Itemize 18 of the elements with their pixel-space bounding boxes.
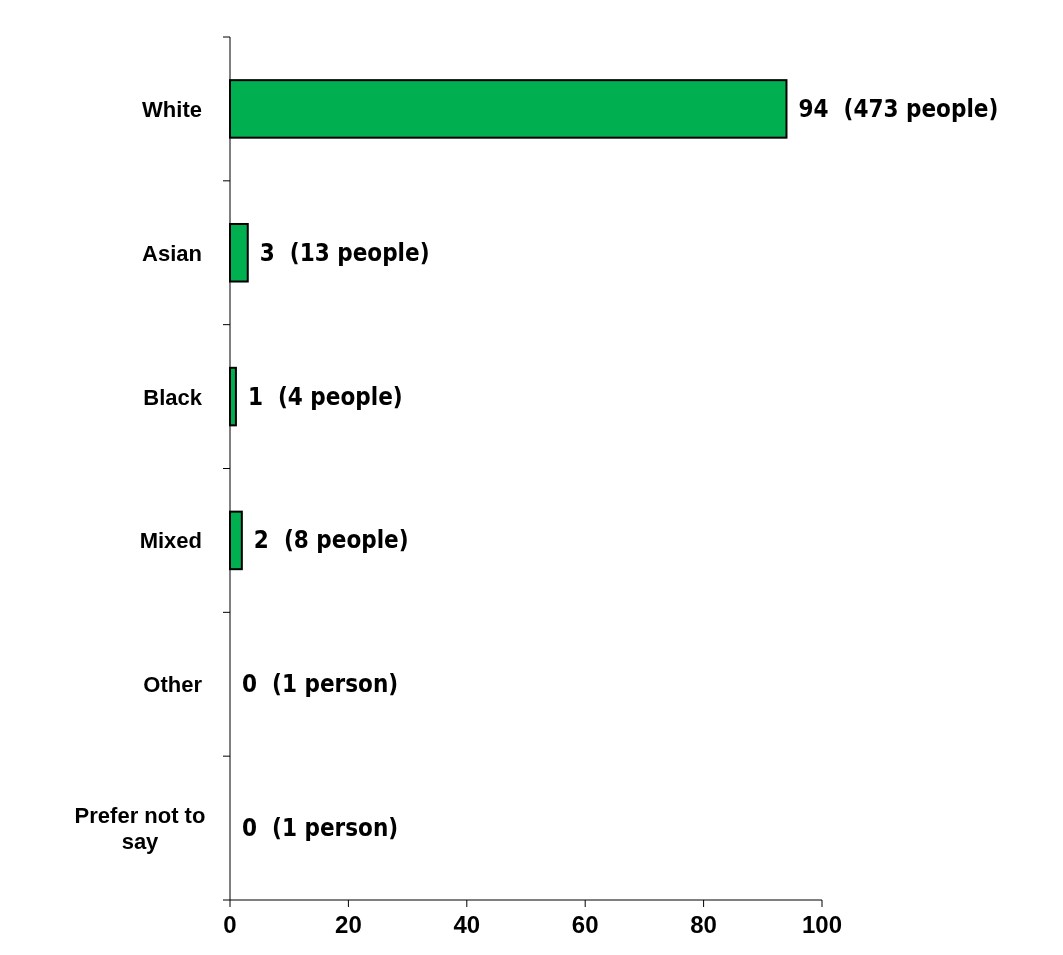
y-tick-label: Prefer not to say [74,802,206,854]
y-tick-label: White [142,96,202,122]
data-label: 0 (1 person) [242,670,399,699]
x-tick-label: 40 [453,911,481,938]
y-tick-label: Asian [142,240,202,266]
data-label: 0 (1 person) [242,814,399,843]
x-tick-label: 80 [690,911,717,938]
data-label: 1 (4 people) [247,382,403,411]
data-label: 2 (8 people) [253,526,409,555]
y-tick-label: Other [143,671,203,697]
y-tick-label: Mixed [139,527,202,553]
data-label: 94 (473 people) [798,94,999,123]
x-tick-label: 100 [801,911,843,938]
data-label: 3 (13 people) [259,238,430,267]
y-tick-label: Black [143,384,203,410]
x-tick-label: 20 [335,911,362,938]
x-tick-label: 60 [571,911,599,938]
x-tick-label: 0 [223,911,237,938]
